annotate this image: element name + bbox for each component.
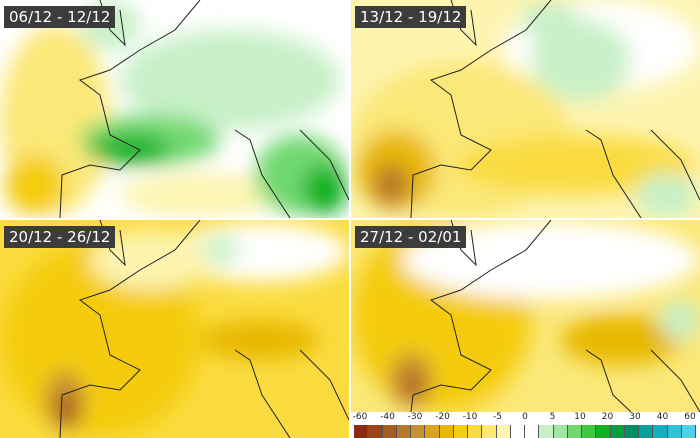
legend-tick-label: -5 xyxy=(493,412,502,422)
legend-swatch xyxy=(639,425,654,438)
legend-swatch xyxy=(354,425,369,438)
anomaly-area xyxy=(636,173,696,217)
map-2 xyxy=(351,0,700,218)
map-panel-2: 13/12 - 19/12 xyxy=(351,0,700,218)
legend-tick-label: 0 xyxy=(522,412,528,422)
anomaly-area xyxy=(660,300,700,340)
legend-swatch xyxy=(624,425,639,438)
anomaly-area xyxy=(200,235,240,265)
legend-tick-label: 60 xyxy=(684,412,696,422)
panel-title: 06/12 - 12/12 xyxy=(4,6,116,28)
legend-swatch xyxy=(525,425,540,438)
color-legend: -60 -40 -30 -20 -10 -5 0 5 10 20 30 40 60 xyxy=(350,412,700,438)
legend-swatch xyxy=(368,425,383,438)
legend-tick-label: -20 xyxy=(435,412,450,422)
legend-tick-label: 40 xyxy=(656,412,669,422)
anomaly-area xyxy=(373,163,409,207)
map-4 xyxy=(351,220,700,412)
legend-swatch xyxy=(439,425,454,438)
legend-swatch xyxy=(396,425,411,438)
panel-title: 13/12 - 19/12 xyxy=(355,6,467,28)
legend-swatch xyxy=(596,425,611,438)
map-panel-1: 06/12 - 12/12 xyxy=(0,0,349,218)
anomaly-area xyxy=(90,135,170,165)
anomaly-area xyxy=(521,2,581,42)
legend-swatch xyxy=(567,425,582,438)
anomaly-area xyxy=(405,373,421,397)
legend-tick-label: 5 xyxy=(549,412,556,422)
map-3 xyxy=(0,220,349,438)
legend-swatch xyxy=(382,425,397,438)
coastline xyxy=(59,220,349,438)
anomaly-area xyxy=(456,135,696,195)
map-panel-3: 20/12 - 26/12 xyxy=(0,220,349,438)
map-panel-4: 27/12 - 02/01 xyxy=(351,220,700,438)
legend-swatch xyxy=(667,425,682,438)
legend-swatch xyxy=(425,425,440,438)
legend-swatch xyxy=(510,425,525,438)
legend-swatch xyxy=(496,425,511,438)
legend-swatch xyxy=(411,425,426,438)
legend-tick-label: -40 xyxy=(380,412,395,422)
legend-swatch xyxy=(681,425,696,438)
anomaly-area xyxy=(90,230,210,290)
legend-swatch xyxy=(453,425,468,438)
legend-swatch xyxy=(482,425,497,438)
map-1 xyxy=(0,0,349,218)
legend-tick-label: -10 xyxy=(462,412,478,422)
legend-swatch xyxy=(582,425,597,438)
legend-swatch xyxy=(539,425,554,438)
anomaly-area xyxy=(60,395,76,425)
anomaly-area xyxy=(120,173,280,217)
legend-tick-label: 10 xyxy=(574,412,586,422)
anomaly-area xyxy=(303,165,347,215)
legend-tick-label: 20 xyxy=(601,412,614,422)
legend-tick-label: -60 xyxy=(352,412,368,422)
anomaly-area xyxy=(5,155,65,215)
coastline xyxy=(410,220,700,412)
legend-swatch xyxy=(610,425,625,438)
legend-tick-label: 30 xyxy=(629,412,641,422)
legend-tick-label: -30 xyxy=(407,412,423,422)
anomaly-area xyxy=(120,30,340,130)
legend-swatch xyxy=(653,425,668,438)
panel-title: 20/12 - 26/12 xyxy=(4,226,116,248)
coastline xyxy=(59,0,349,218)
legend-swatch xyxy=(468,425,483,438)
coastline xyxy=(410,0,700,218)
anomaly-area xyxy=(200,320,320,360)
legend-swatch xyxy=(553,425,568,438)
legend-bar xyxy=(354,425,696,438)
anomaly-area xyxy=(561,315,681,365)
legend-ticks: -60 -40 -30 -20 -10 -5 0 5 10 20 30 40 60 xyxy=(350,412,700,424)
panel-title: 27/12 - 02/01 xyxy=(355,226,467,248)
